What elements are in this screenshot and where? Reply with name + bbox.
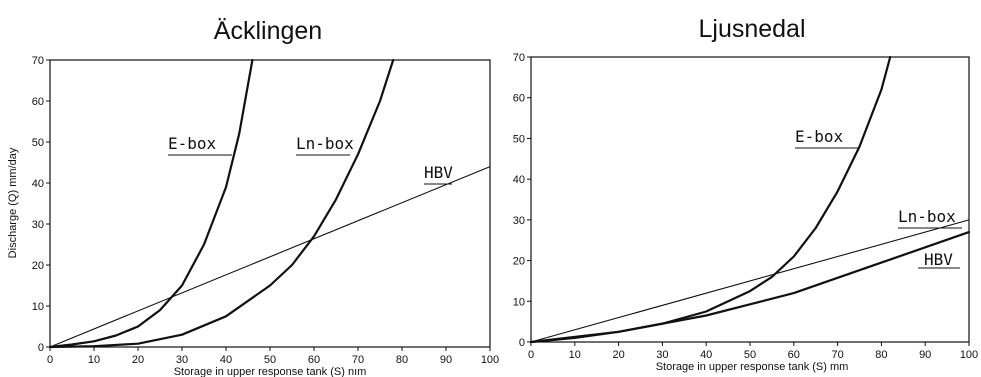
y-axis-ticks: 0 10 20 30 40 50 60 70	[32, 55, 50, 354]
x-tick-label: 50	[744, 349, 756, 361]
series-label-hbv: HBV	[424, 163, 453, 182]
y-tick-label: 40	[513, 174, 525, 186]
x-tick-label: 20	[132, 354, 144, 366]
x-axis-label: Storage in upper response tank (S) nım	[174, 366, 367, 377]
series-label-ln-box: Ln-box	[296, 134, 354, 153]
series-line-hbv	[49, 166, 491, 348]
x-tick-label: 0	[47, 354, 53, 366]
x-tick-label: 90	[440, 354, 452, 366]
x-axis-ticks: 0 10 20 30 40 50 60 70 80 90 100	[528, 342, 978, 361]
series-label-e-box: E-box	[168, 134, 217, 153]
x-axis-ticks: 0 10 20 30 40 50 60 70 80 90 100	[47, 347, 499, 366]
x-tick-label: 40	[700, 349, 712, 361]
chart-title: Ljusnedal	[698, 15, 805, 43]
y-tick-label: 10	[32, 301, 44, 313]
y-tick-label: 20	[32, 260, 44, 272]
series-line-e-box	[529, 55, 892, 344]
x-tick-label: 70	[352, 354, 364, 366]
chart-ljusnedal: Ljusnedal 0 10 20 30 40 50 60 70 80 90 100 0 10 20 30…	[513, 15, 978, 373]
y-tick-label: 70	[32, 55, 44, 67]
y-tick-label: 70	[513, 52, 525, 64]
x-tick-label: 30	[176, 354, 188, 366]
x-tick-label: 100	[960, 349, 978, 361]
series-label-e-box: E-box	[795, 127, 844, 146]
series-label-hbv: HBV	[924, 250, 953, 269]
y-tick-label: 0	[519, 337, 525, 349]
x-tick-label: 30	[656, 349, 668, 361]
x-tick-label: 20	[612, 349, 624, 361]
y-axis-label: Discharge (Q) mm/day	[7, 147, 19, 258]
y-tick-label: 30	[513, 215, 525, 227]
series-line-ln-box	[530, 219, 970, 343]
series-label-ln-box: Ln-box	[898, 207, 956, 226]
chart-acklingen: Äcklingen 0 10 20 30 40 50 60 70 80 90 100 0 10 20 30…	[7, 17, 499, 377]
x-tick-label: 10	[569, 349, 581, 361]
y-tick-label: 60	[32, 96, 44, 108]
x-tick-label: 80	[875, 349, 887, 361]
y-tick-label: 10	[513, 296, 525, 308]
series-line-e-box	[48, 58, 254, 349]
series-group	[529, 55, 971, 344]
y-tick-label: 30	[32, 219, 44, 231]
x-tick-label: 50	[264, 354, 276, 366]
x-tick-label: 90	[919, 349, 931, 361]
curve-labels: E-box Ln-box HBV	[795, 127, 962, 269]
plot-frame	[49, 59, 491, 348]
y-tick-label: 40	[32, 178, 44, 190]
plot-frame	[530, 56, 970, 343]
y-tick-label: 50	[32, 137, 44, 149]
x-tick-label: 70	[831, 349, 843, 361]
y-tick-label: 0	[38, 342, 44, 354]
chart-title: Äcklingen	[214, 17, 322, 45]
y-tick-label: 50	[513, 133, 525, 145]
series-line-ln-box	[48, 58, 395, 349]
series-group	[48, 58, 491, 349]
x-tick-label: 60	[788, 349, 800, 361]
curve-labels: E-box Ln-box HBV	[168, 134, 453, 185]
x-tick-label: 40	[220, 354, 232, 366]
x-tick-label: 100	[481, 354, 499, 366]
x-tick-label: 10	[88, 354, 100, 366]
x-tick-label: 60	[308, 354, 320, 366]
y-tick-label: 20	[513, 256, 525, 268]
x-axis-label: Storage in upper response tank (S) mm	[656, 361, 849, 373]
x-tick-label: 80	[396, 354, 408, 366]
y-axis-ticks: 0 10 20 30 40 50 60 70	[513, 52, 531, 349]
y-tick-label: 60	[513, 93, 525, 105]
x-tick-label: 0	[528, 349, 534, 361]
series-line-hbv	[529, 231, 971, 344]
